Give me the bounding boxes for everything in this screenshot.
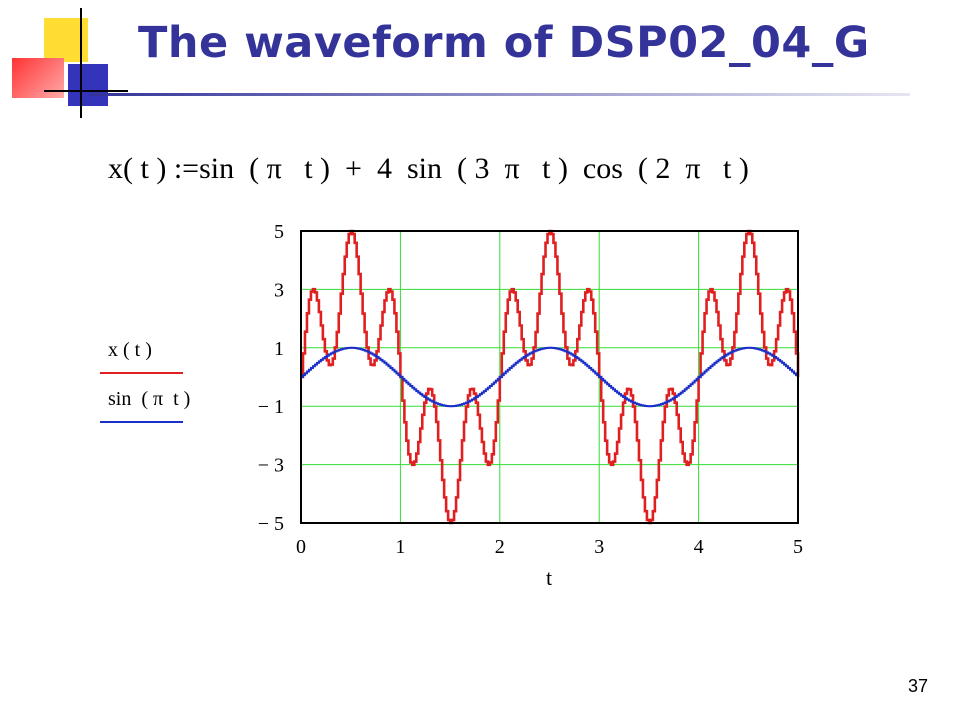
x-tick-label: 5	[793, 536, 803, 558]
series-lines	[301, 229, 800, 525]
y-tick-label: 5	[274, 221, 284, 243]
plot-frame	[300, 230, 799, 524]
x-tick-label: 3	[594, 536, 604, 558]
formula: x( t ) :=sin ( π t ) + 4 sin ( 3 π t ) c…	[108, 152, 749, 185]
x-tick-label: 0	[296, 536, 306, 558]
y-tick-label: − 3	[258, 455, 284, 477]
title-underline	[90, 93, 910, 96]
y-tick-label: 3	[274, 279, 284, 301]
page-title: The waveform of DSP02_04_G	[138, 18, 870, 68]
tick-labels: 0 1 2 3 4 5 5 3 1 − 1 − 3 − 5	[258, 221, 803, 558]
series-sin-line	[301, 346, 799, 408]
x-axis-label: t	[546, 565, 552, 590]
y-tick-label: − 5	[258, 513, 284, 535]
x-tick-label: 4	[694, 536, 704, 558]
deco-blue-square	[68, 64, 108, 106]
slide-number: 37	[907, 676, 928, 696]
y-tick-label: − 1	[258, 396, 284, 418]
x-tick-label: 1	[395, 536, 405, 558]
deco-vertical-line	[80, 8, 82, 118]
legend-label-x: x ( t )	[108, 339, 152, 361]
x-tick-label: 2	[495, 536, 505, 558]
deco-horizontal-line	[44, 90, 128, 92]
y-tick-label: 1	[274, 338, 284, 360]
series-x-line	[301, 229, 800, 525]
legend-label-sin: sin ( π t )	[108, 388, 190, 410]
grid-lines	[300, 230, 799, 524]
